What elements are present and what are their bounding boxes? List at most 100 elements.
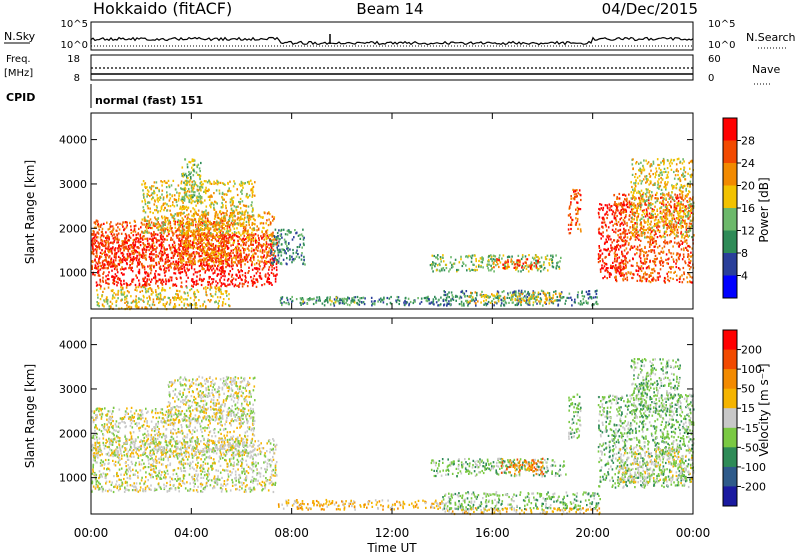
power-cell	[198, 224, 200, 227]
power-cell	[172, 233, 174, 236]
power-cell	[223, 253, 225, 256]
power-cell	[452, 265, 454, 268]
power-cell	[228, 265, 231, 268]
power-cell	[648, 250, 650, 253]
power-cell	[117, 263, 120, 266]
power-cell	[253, 248, 255, 251]
power-cell	[111, 230, 114, 233]
power-cell	[302, 238, 305, 241]
power-cell	[145, 223, 148, 227]
power-cell	[184, 172, 187, 175]
power-cell	[204, 259, 206, 262]
power-cell	[186, 220, 189, 223]
power-cell	[586, 293, 589, 296]
power-cell	[253, 194, 256, 197]
power-cell	[264, 243, 267, 247]
power-cell	[263, 254, 265, 257]
power-cell	[111, 297, 114, 300]
power-cell	[435, 297, 437, 300]
power-cell	[179, 233, 181, 237]
power-cell	[224, 233, 226, 236]
power-cell	[169, 193, 171, 196]
power-cell	[187, 213, 190, 216]
power-cell	[498, 258, 500, 262]
power-cell	[171, 230, 173, 233]
power-cell	[435, 256, 437, 259]
power-cell	[531, 256, 534, 259]
power-cell	[599, 208, 601, 211]
power-cell	[471, 268, 473, 271]
power-cell	[222, 298, 225, 301]
power-cell	[544, 294, 546, 297]
power-cell	[204, 269, 207, 273]
power-cell	[277, 251, 279, 254]
power-cell	[176, 212, 178, 215]
power-cell	[196, 289, 199, 292]
power-cell	[210, 194, 212, 197]
power-cell	[585, 301, 588, 305]
power-cell	[341, 300, 344, 303]
power-cell	[223, 218, 225, 221]
power-cell	[265, 248, 267, 251]
power-cell	[255, 262, 258, 265]
power-cell	[126, 258, 128, 261]
power-cell	[152, 241, 155, 245]
power-cell	[571, 298, 573, 302]
power-cell	[242, 186, 244, 189]
power-cell	[614, 276, 616, 279]
power-cell	[259, 265, 261, 268]
power-cell	[199, 249, 201, 252]
power-cell	[91, 239, 93, 242]
power-cell	[108, 236, 110, 239]
power-cell	[659, 234, 661, 238]
power-cell	[519, 293, 522, 296]
power-cell	[137, 306, 140, 309]
power-cell	[611, 241, 613, 244]
power-cell	[309, 297, 311, 300]
power-cell	[113, 256, 116, 259]
power-cell	[187, 187, 190, 191]
power-cell	[223, 278, 226, 281]
power-cell	[214, 215, 217, 218]
power-cell	[238, 249, 240, 252]
power-cell	[137, 270, 140, 273]
power-cell	[267, 276, 269, 279]
power-cell	[600, 237, 602, 240]
power-cell	[234, 182, 236, 185]
power-cell	[174, 220, 177, 223]
power-cell	[204, 210, 206, 213]
power-cell	[568, 292, 571, 295]
power-cell	[270, 232, 273, 235]
power-cell	[218, 259, 220, 262]
power-cell	[217, 264, 220, 267]
power-cell	[266, 219, 268, 222]
power-cell	[157, 255, 160, 258]
power-cell	[119, 261, 122, 264]
power-cell	[156, 186, 159, 190]
power-cell	[455, 294, 457, 297]
power-cell	[174, 272, 177, 275]
power-cell	[247, 238, 250, 241]
power-cell	[426, 300, 429, 303]
power-cell	[280, 233, 283, 236]
power-cell	[120, 245, 122, 248]
power-cell	[636, 273, 639, 276]
power-cell	[199, 234, 202, 238]
power-cell	[245, 258, 248, 261]
power-cell	[192, 260, 194, 263]
power-cell	[112, 280, 115, 283]
power-cell	[127, 255, 129, 258]
power-cell	[197, 246, 200, 249]
power-cell	[339, 297, 341, 301]
power-cell	[102, 243, 104, 247]
power-cell	[113, 254, 116, 257]
power-cell	[211, 252, 213, 255]
power-cell	[117, 241, 120, 244]
power-cell	[121, 223, 123, 226]
power-cell	[157, 261, 160, 264]
power-cell	[248, 219, 250, 222]
power-cell	[503, 295, 506, 298]
power-cell	[97, 267, 99, 270]
power-cell	[186, 234, 188, 238]
power-cell	[110, 221, 112, 224]
